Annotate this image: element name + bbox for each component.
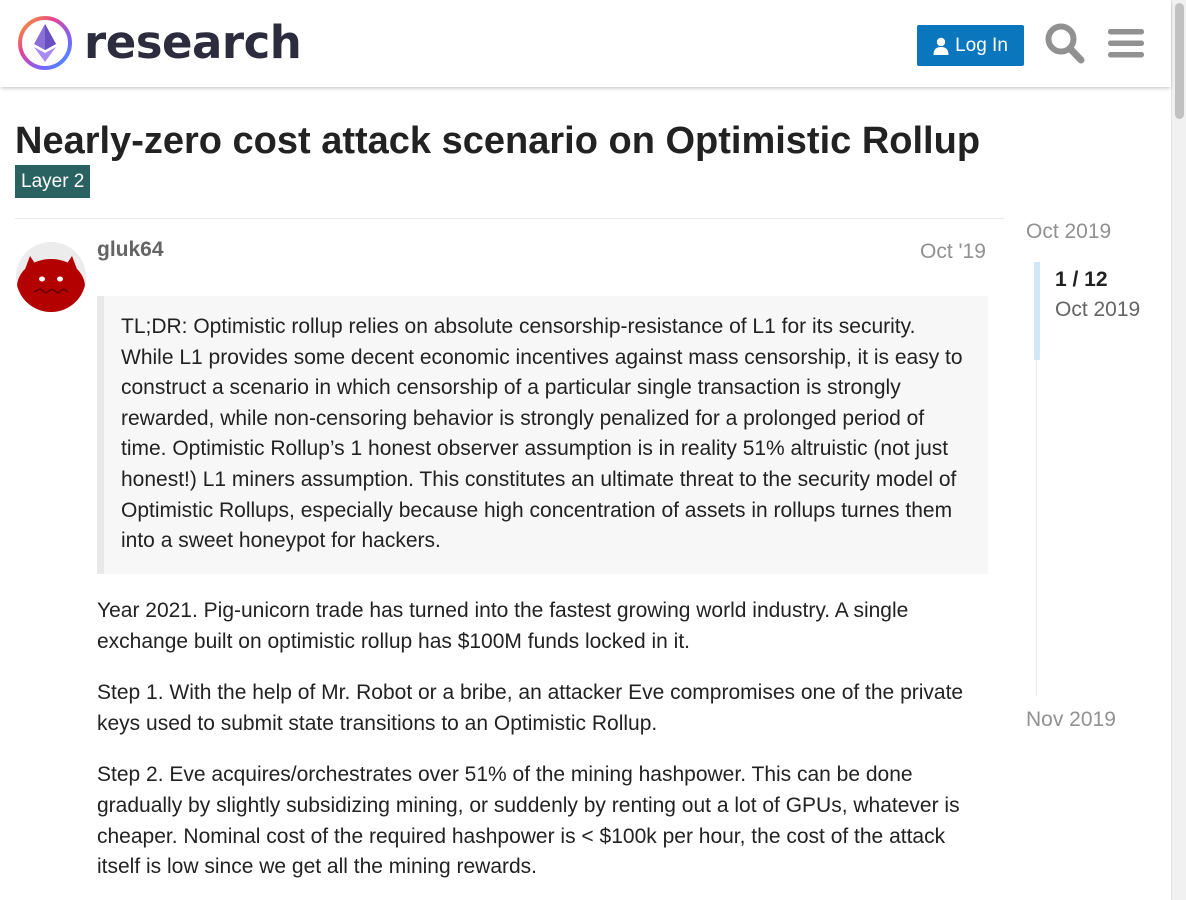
- user-avatar[interactable]: [16, 242, 86, 312]
- site-name[interactable]: research: [84, 16, 302, 69]
- post-paragraph: Year 2021. Pig-unicorn trade has turned …: [97, 599, 909, 653]
- timeline-position-date: Oct 2019: [1055, 298, 1141, 321]
- timeline-scroll-handle[interactable]: [1034, 262, 1040, 360]
- hamburger-menu-icon[interactable]: [1108, 22, 1144, 64]
- search-icon[interactable]: [1045, 22, 1085, 64]
- user-icon: [933, 37, 949, 55]
- post-paragraph: Step 1. With the help of Mr. Robot or a …: [97, 681, 964, 735]
- post-body: Year 2021. Pig-unicorn trade has turned …: [97, 596, 988, 900]
- quote-text: TL;DR: Optimistic rollup relies on absol…: [121, 315, 963, 553]
- site-header: research Log In: [0, 0, 1171, 87]
- category-badge[interactable]: Layer 2: [15, 165, 91, 198]
- post-username[interactable]: gluk64: [97, 238, 164, 261]
- post-date[interactable]: Oct '19: [920, 240, 986, 263]
- post-quote: TL;DR: Optimistic rollup relies on absol…: [97, 296, 988, 574]
- timeline-start-date[interactable]: Oct 2019: [1026, 220, 1112, 243]
- login-label: Log In: [955, 34, 1008, 56]
- topic-title[interactable]: Nearly-zero cost attack scenario on Opti…: [15, 120, 981, 162]
- login-button[interactable]: Log In: [917, 25, 1024, 66]
- timeline-position: 1 / 12: [1055, 268, 1108, 291]
- timeline-end-date[interactable]: Nov 2019: [1026, 708, 1116, 731]
- scrollbar-thumb[interactable]: [1175, 3, 1184, 119]
- page-scrollbar[interactable]: [1171, 0, 1186, 900]
- title-divider: [15, 218, 1004, 219]
- timeline-track[interactable]: [1036, 262, 1037, 696]
- post-paragraph: Step 2. Eve acquires/orchestrates over 5…: [97, 763, 960, 879]
- ethereum-logo[interactable]: [17, 15, 73, 71]
